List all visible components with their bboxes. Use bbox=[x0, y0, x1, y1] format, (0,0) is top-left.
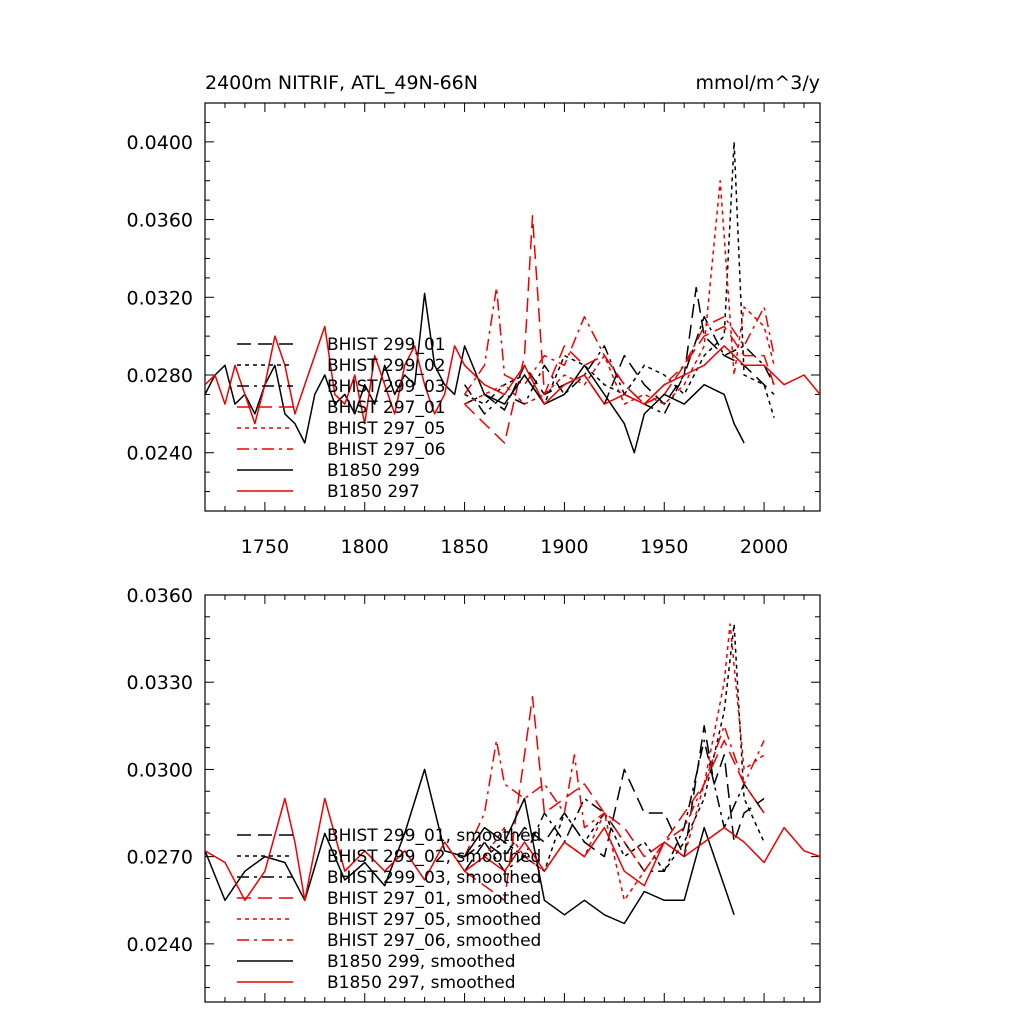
legend-label: B1850 299, smoothed bbox=[327, 952, 516, 972]
legend-label: BHIST 297_05 bbox=[327, 419, 446, 439]
legend-label: BHIST 297_06, smoothed bbox=[327, 931, 541, 951]
y-tick-label: 0.0300 bbox=[127, 759, 193, 781]
units-label: mmol/m^3/y bbox=[696, 72, 820, 94]
legend-label: BHIST 299_02 bbox=[327, 356, 446, 376]
x-tick-label: 1850 bbox=[440, 536, 488, 558]
x-tick-label: 2000 bbox=[740, 536, 788, 558]
legend-label: BHIST 299_03 bbox=[327, 377, 446, 397]
y-tick-label: 0.0320 bbox=[127, 287, 193, 309]
y-tick-label: 0.0240 bbox=[127, 443, 193, 465]
top-chart-panel: 0.0240 0.0280 0.0320 0.0360 0.0400 1750 1800 18… bbox=[127, 72, 821, 558]
x-tick-label: 1950 bbox=[640, 536, 688, 558]
plot-frame bbox=[204, 102, 821, 512]
legend-label: BHIST 299_01, smoothed bbox=[327, 826, 541, 846]
legend-label: BHIST 297_06 bbox=[327, 440, 446, 460]
legend-label: BHIST 299_02, smoothed bbox=[327, 847, 541, 867]
series-line bbox=[205, 325, 820, 425]
y-tick-label: 0.0330 bbox=[127, 672, 193, 694]
y-tick-label: 0.0240 bbox=[127, 934, 193, 956]
y-tick-label: 0.0360 bbox=[127, 210, 193, 232]
series-line bbox=[463, 725, 765, 872]
legend-label: B1850 297, smoothed bbox=[327, 973, 516, 993]
series-lines bbox=[205, 141, 820, 454]
legend-label: B1850 299 bbox=[327, 461, 420, 481]
legend-label: BHIST 299_01 bbox=[327, 335, 446, 355]
series-line bbox=[205, 797, 820, 902]
legend-label: B1850 297 bbox=[327, 482, 420, 502]
series-line bbox=[464, 179, 775, 405]
y-tick-label: 0.0400 bbox=[127, 132, 193, 154]
series-line bbox=[463, 286, 775, 405]
legend-label: BHIST 299_03, smoothed bbox=[327, 868, 541, 888]
series-line bbox=[464, 214, 775, 444]
series-lines bbox=[205, 623, 820, 925]
x-tick-label: 1750 bbox=[241, 536, 289, 558]
series-line bbox=[464, 623, 765, 902]
series-line bbox=[205, 768, 735, 925]
series-line bbox=[463, 725, 765, 872]
series-line bbox=[463, 315, 775, 415]
legend-label: BHIST 297_01 bbox=[327, 398, 446, 418]
series-line bbox=[464, 141, 775, 418]
chart-title: 2400m NITRIF, ATL_49N-66N bbox=[205, 72, 478, 94]
y-tick-label: 0.0270 bbox=[127, 847, 193, 869]
legend-label: BHIST 297_05, smoothed bbox=[327, 910, 541, 930]
legend-label: BHIST 297_01, smoothed bbox=[327, 889, 541, 909]
series-line bbox=[205, 292, 745, 454]
y-tick-label: 0.0280 bbox=[127, 365, 193, 387]
bottom-chart-panel: 0.0240 0.0270 0.0300 0.0330 0.0360 BHIST 299_… bbox=[127, 585, 821, 1003]
plot-frame bbox=[204, 594, 821, 1003]
x-tick-label: 1800 bbox=[341, 536, 389, 558]
y-tick-label: 0.0360 bbox=[127, 585, 193, 607]
x-tick-label: 1900 bbox=[540, 536, 588, 558]
